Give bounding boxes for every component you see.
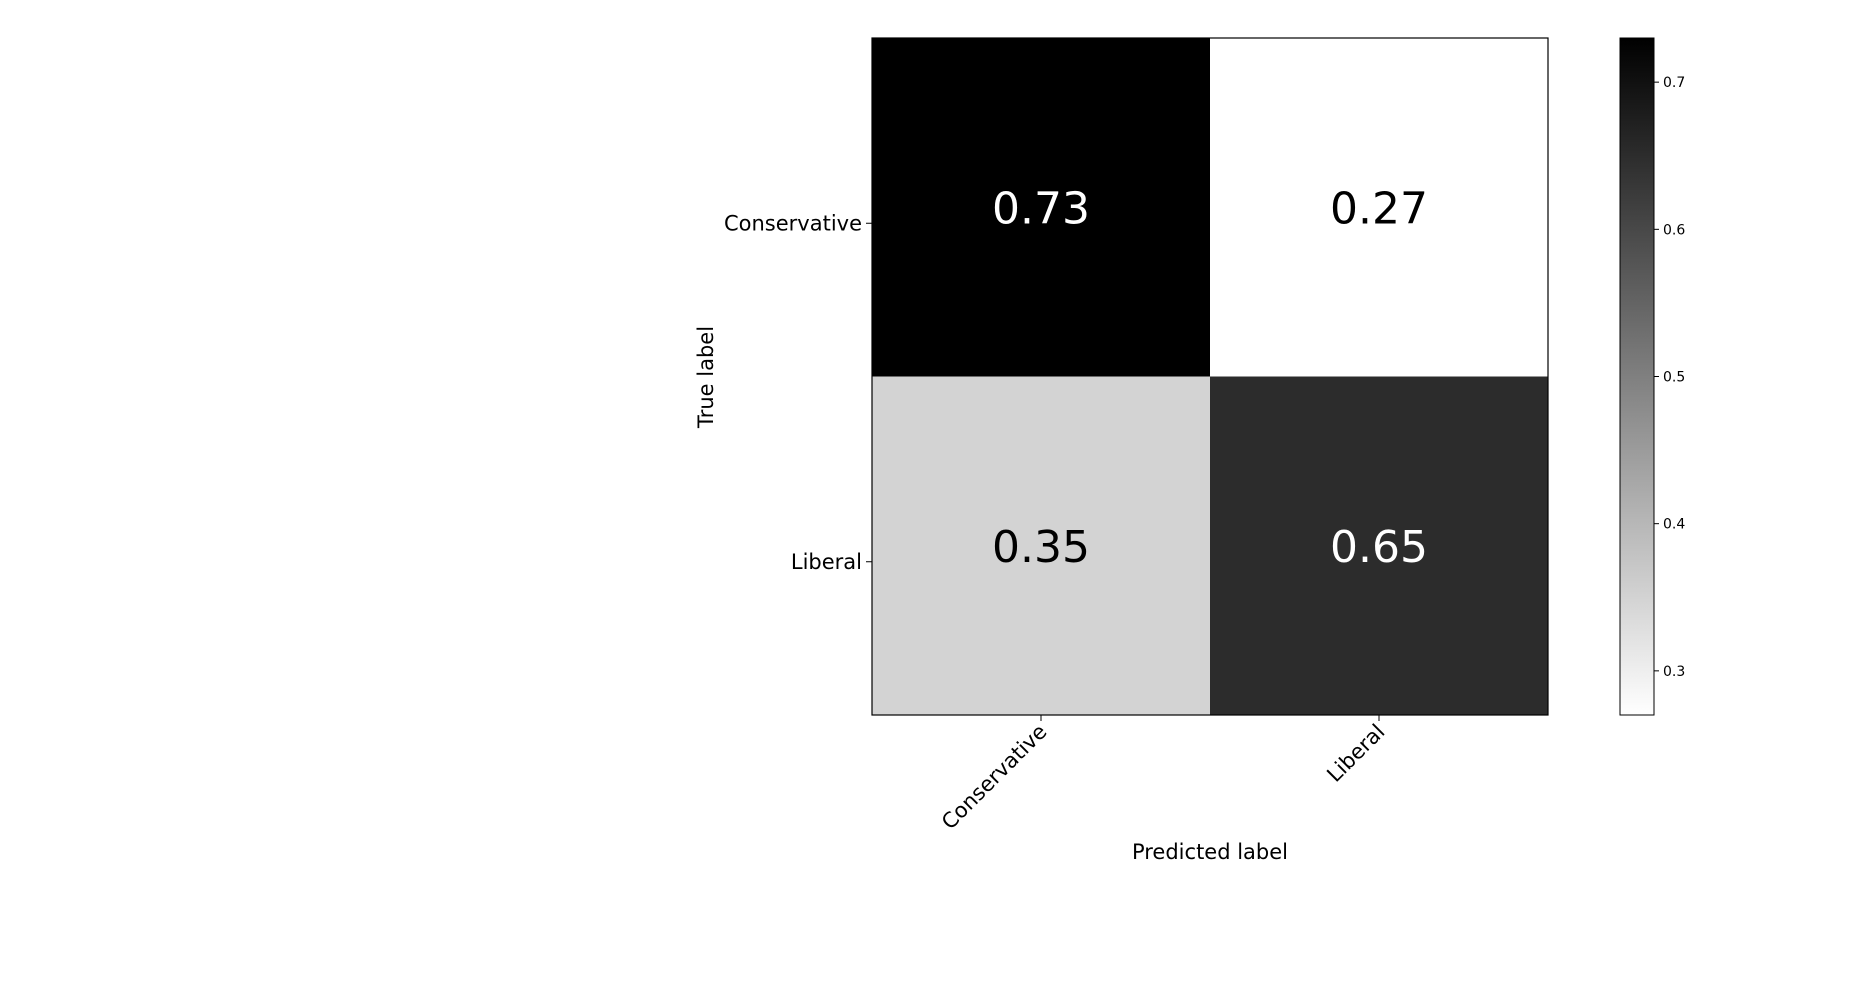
plot-frame	[871, 37, 1549, 716]
colorbar-tick-label: 0.5	[1663, 370, 1685, 386]
cell-value-label: 0.73	[992, 183, 1090, 234]
colorbar-tick-label: 0.3	[1663, 664, 1685, 680]
heatmap-cell	[1210, 376, 1548, 715]
colorbar-tick-label: 0.7	[1663, 75, 1685, 91]
heatmap-cell	[872, 38, 1210, 377]
cell-value-label: 0.27	[1330, 183, 1428, 234]
x-tick-label: Liberal	[1322, 720, 1389, 787]
cell-value-label: 0.35	[992, 522, 1090, 573]
heatmap-cells: 0.73 0.27 0.35 0.65	[872, 38, 1548, 715]
y-tick-label: Liberal	[791, 550, 862, 574]
y-axis-label: True label	[694, 326, 718, 429]
heatmap-cell	[872, 376, 1210, 715]
colorbar-gradient	[1619, 37, 1655, 716]
colorbar-tick-label: 0.6	[1663, 222, 1685, 238]
colorbar: 0.3 0.4 0.5 0.6 0.7	[1619, 37, 1685, 716]
colorbar-ticks: 0.3 0.4 0.5 0.6 0.7	[1654, 75, 1685, 680]
x-axis-label: Predicted label	[1132, 840, 1288, 864]
heatmap-cell	[1210, 38, 1548, 377]
y-tick-label: Conservative	[724, 211, 862, 235]
x-tick-label: Conservative	[937, 720, 1052, 835]
cell-value-label: 0.65	[1330, 522, 1428, 573]
colorbar-tick-label: 0.4	[1663, 517, 1685, 533]
